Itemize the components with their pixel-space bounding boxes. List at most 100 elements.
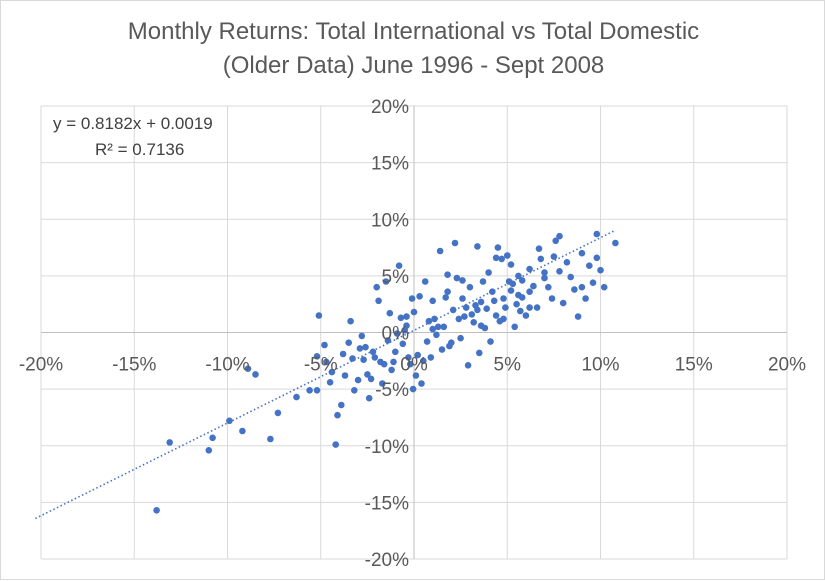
- data-point: [515, 272, 522, 280]
- data-point: [474, 243, 481, 250]
- data-point: [522, 312, 530, 319]
- data-point: [239, 427, 246, 435]
- data-point: [358, 332, 366, 340]
- data-point: [412, 372, 420, 379]
- data-point: [244, 365, 252, 373]
- data-point: [354, 376, 362, 384]
- data-point: [341, 372, 349, 379]
- data-point: [334, 411, 341, 419]
- data-point: [477, 298, 485, 306]
- data-point: [500, 295, 507, 302]
- data-point: [545, 283, 552, 291]
- data-point: [347, 317, 354, 325]
- data-point: [382, 278, 390, 285]
- data-point: [339, 350, 347, 358]
- data-point: [556, 268, 563, 275]
- x-tick-label: 15%: [675, 355, 713, 376]
- data-point: [586, 262, 593, 270]
- data-point: [453, 274, 461, 282]
- data-point: [392, 348, 399, 356]
- y-tick-label: 5%: [382, 267, 410, 288]
- data-point: [518, 277, 526, 284]
- data-point: [526, 288, 533, 296]
- data-point: [578, 249, 586, 257]
- y-tick-label: 0%: [382, 324, 410, 345]
- trendline-equation: y = 0.8182x + 0.0019: [53, 114, 213, 133]
- data-point: [470, 319, 478, 326]
- data-point: [166, 439, 173, 446]
- chart-subtitle: (Older Data) June 1996 - Sept 2008: [222, 52, 605, 79]
- x-tick-label: -20%: [19, 355, 63, 376]
- data-point: [504, 252, 511, 259]
- chart-title-block: Monthly Returns: Total International vs …: [1, 15, 825, 83]
- data-point: [593, 254, 601, 262]
- data-point: [541, 274, 548, 282]
- data-point: [574, 313, 582, 320]
- data-point: [365, 394, 373, 402]
- data-point: [306, 387, 313, 394]
- data-point: [338, 401, 345, 409]
- data-point: [600, 283, 608, 291]
- x-tick-label: -10%: [205, 355, 249, 376]
- data-point: [434, 323, 442, 331]
- data-point: [490, 297, 498, 305]
- data-point: [612, 239, 619, 247]
- x-tick-label: 20%: [768, 355, 806, 376]
- data-point: [438, 346, 446, 353]
- data-point: [500, 315, 507, 323]
- data-point: [459, 277, 466, 284]
- data-point: [485, 269, 492, 276]
- data-point: [449, 306, 457, 314]
- data-point: [442, 294, 450, 301]
- r-squared-label: R² = 0.7136: [95, 140, 185, 159]
- data-point: [507, 287, 515, 294]
- data-point: [455, 315, 463, 323]
- data-point: [433, 331, 440, 339]
- data-point: [448, 339, 455, 347]
- data-point: [498, 255, 506, 263]
- data-point: [530, 282, 537, 290]
- data-point: [403, 322, 410, 330]
- data-point: [414, 351, 422, 359]
- x-tick-label: 5%: [494, 355, 522, 376]
- data-point: [556, 232, 563, 240]
- data-point: [375, 297, 382, 305]
- data-point: [252, 371, 259, 378]
- data-point: [425, 317, 433, 325]
- data-point: [321, 341, 328, 349]
- data-point: [429, 297, 437, 305]
- tick-labels: -20% -15% -10% -5% 0% 5% 10% 15% 20% -20% -15% -10%…: [19, 97, 806, 571]
- data-point: [535, 245, 543, 252]
- data-point: [494, 244, 502, 251]
- y-tick-label: -15%: [365, 493, 409, 514]
- data-point: [492, 254, 500, 262]
- data-point: [371, 354, 379, 361]
- data-point: [364, 371, 371, 378]
- data-point: [418, 380, 425, 387]
- data-point: [349, 355, 356, 362]
- data-point: [459, 295, 466, 302]
- data-point: [423, 338, 431, 345]
- data-point: [507, 261, 515, 268]
- data-point: [420, 357, 427, 365]
- data-point: [326, 379, 334, 386]
- data-point: [436, 247, 444, 255]
- data-point: [332, 441, 340, 448]
- data-point: [313, 353, 321, 360]
- data-point: [476, 349, 483, 357]
- data-point: [457, 334, 464, 342]
- data-point: [582, 295, 589, 302]
- data-point: [328, 368, 336, 376]
- data-point: [408, 295, 416, 302]
- data-point: [517, 307, 524, 315]
- data-point: [388, 366, 395, 374]
- data-point: [345, 339, 353, 347]
- x-tick-label: 10%: [581, 355, 619, 376]
- data-point: [379, 380, 386, 387]
- axes: [41, 106, 787, 559]
- y-tick-label: -5%: [375, 380, 409, 401]
- data-point: [563, 259, 571, 266]
- data-point: [589, 279, 597, 287]
- data-point: [407, 360, 414, 368]
